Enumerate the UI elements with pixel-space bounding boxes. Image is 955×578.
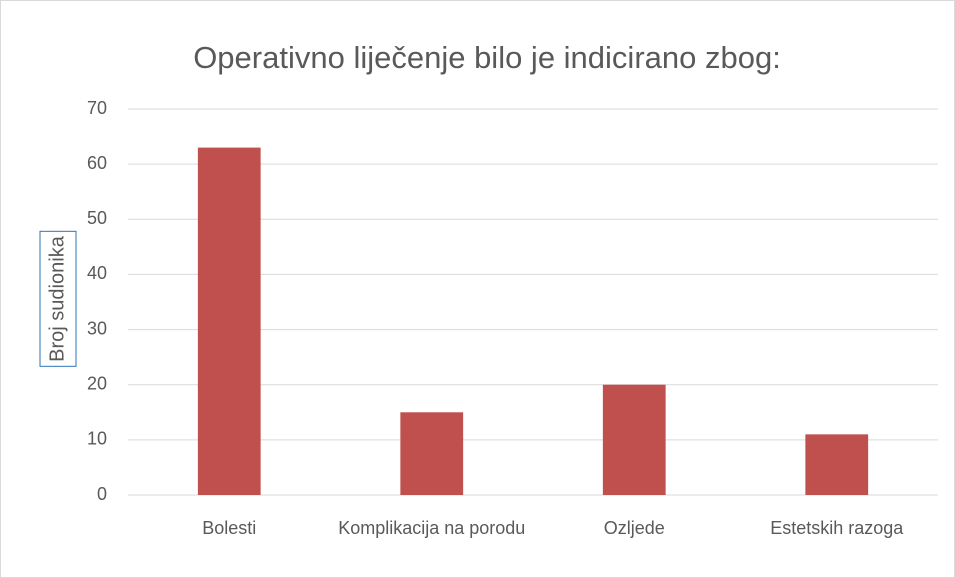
bar	[602, 384, 666, 495]
chart-title: Operativno liječenje bilo je indicirano …	[193, 40, 781, 75]
x-tick-label: Estetskih razoga	[770, 518, 904, 538]
y-tick-label: 60	[87, 153, 107, 173]
x-tick-label: Komplikacija na porodu	[338, 518, 526, 538]
y-tick-label: 70	[87, 98, 107, 118]
bar	[197, 147, 261, 495]
y-tick-label: 20	[87, 373, 107, 393]
y-axis-label: Broj sudionika	[39, 231, 77, 367]
bar	[805, 434, 869, 495]
y-tick-label: 0	[97, 484, 107, 504]
x-tick-label: Bolesti	[202, 518, 257, 538]
y-tick-label: 30	[87, 318, 107, 338]
y-tick-label: 50	[87, 208, 107, 228]
x-tick-label: Ozljede	[603, 518, 665, 538]
bar	[400, 412, 464, 495]
y-tick-label: 10	[87, 429, 107, 449]
y-tick-label: 40	[87, 263, 107, 283]
